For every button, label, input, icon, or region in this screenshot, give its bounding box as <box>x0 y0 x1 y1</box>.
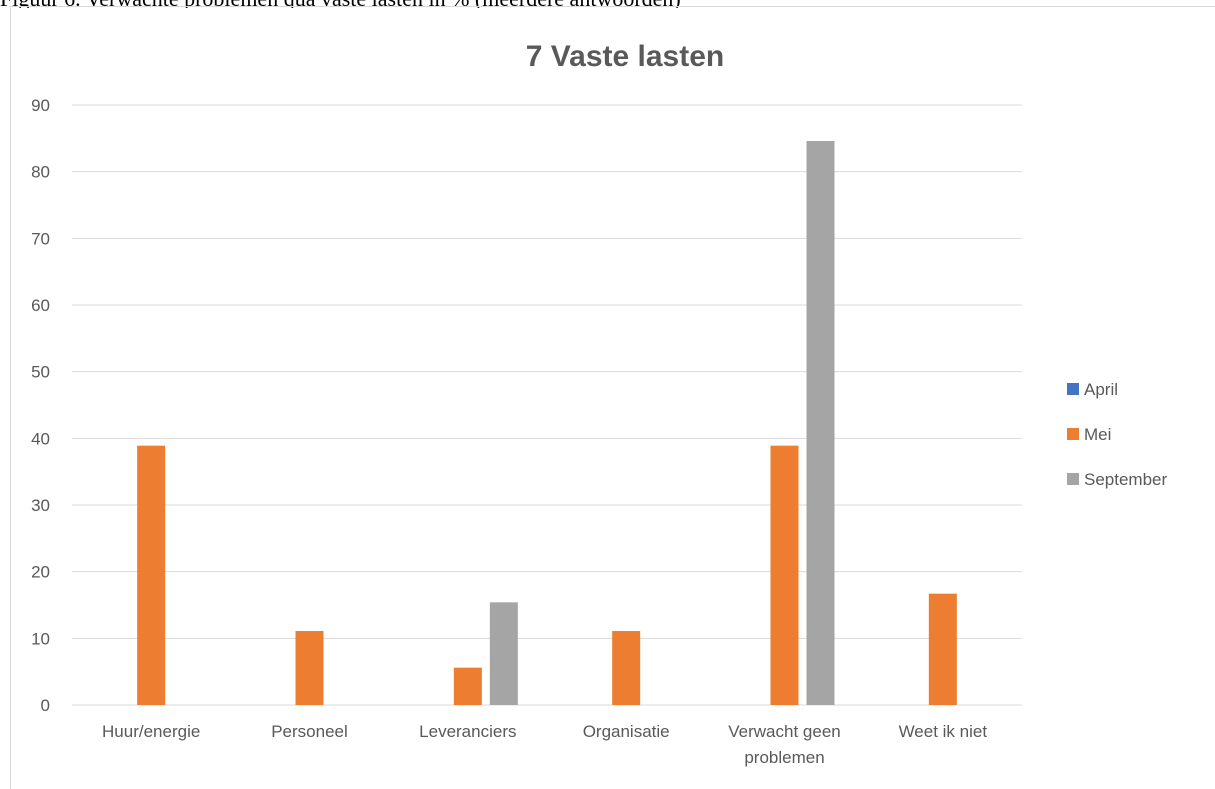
legend-swatch-september <box>1067 473 1079 485</box>
gridlines <box>72 105 1022 705</box>
bars <box>137 141 957 705</box>
bar-mei-5 <box>929 594 957 705</box>
x-tick-label: Huur/energie <box>102 722 200 741</box>
bar-mei-4 <box>771 446 799 705</box>
y-tick-label: 40 <box>31 429 50 448</box>
y-axis-ticks: 0 10 20 30 40 50 60 70 80 90 <box>31 96 50 715</box>
chart-title: 7 Vaste lasten <box>526 40 724 73</box>
bar-mei-1 <box>296 631 324 705</box>
y-tick-label: 60 <box>31 296 50 315</box>
bar-mei-3 <box>612 631 640 705</box>
x-tick-label: problemen <box>744 748 824 767</box>
y-tick-label: 50 <box>31 363 50 382</box>
y-tick-label: 70 <box>31 229 50 248</box>
legend-label-april: April <box>1084 380 1118 399</box>
y-tick-label: 0 <box>41 696 50 715</box>
x-tick-label: Leveranciers <box>419 722 516 741</box>
legend-label-mei: Mei <box>1084 425 1111 444</box>
legend: April Mei September <box>1067 380 1167 489</box>
y-tick-label: 30 <box>31 496 50 515</box>
x-axis-labels: Huur/energie Personeel Leveranciers Organis… <box>102 722 987 767</box>
y-tick-label: 20 <box>31 563 50 582</box>
legend-swatch-april <box>1067 383 1079 395</box>
legend-label-september: September <box>1084 470 1167 489</box>
y-tick-label: 90 <box>31 96 50 115</box>
x-tick-label: Weet ik niet <box>899 722 988 741</box>
bar-september-2 <box>490 602 518 705</box>
bar-september-4 <box>807 141 835 705</box>
bar-mei-0 <box>137 446 165 705</box>
y-tick-label: 10 <box>31 629 50 648</box>
y-tick-label: 80 <box>31 163 50 182</box>
x-tick-label: Personeel <box>271 722 348 741</box>
bar-mei-2 <box>454 668 482 705</box>
x-tick-label: Organisatie <box>583 722 670 741</box>
legend-swatch-mei <box>1067 428 1079 440</box>
x-tick-label: Verwacht geen <box>728 722 840 741</box>
